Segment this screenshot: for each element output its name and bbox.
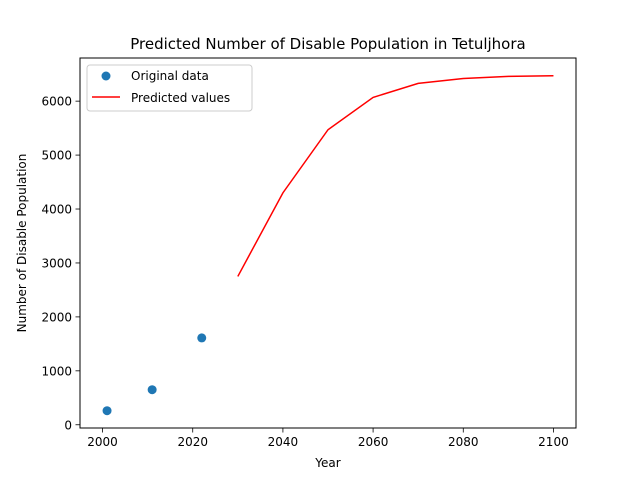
y-tick-label: 3000 bbox=[41, 256, 72, 270]
x-tick-label: 2100 bbox=[538, 435, 569, 449]
plot-area bbox=[79, 57, 577, 429]
x-tick-label: 2000 bbox=[87, 435, 118, 449]
x-tick-label: 2060 bbox=[358, 435, 389, 449]
data-point-original-data bbox=[147, 385, 157, 395]
x-axis-label: Year bbox=[314, 456, 340, 470]
y-tick-label: 4000 bbox=[41, 203, 72, 217]
y-axis-label: Number of Disable Population bbox=[15, 154, 29, 333]
x-axis: 2000 2020 2040 2060 2080 2100 bbox=[87, 428, 569, 449]
chart-title: Predicted Number of Disable Population i… bbox=[130, 35, 525, 53]
series-line-predicted-values bbox=[237, 75, 554, 277]
y-tick-label: 0 bbox=[64, 418, 72, 432]
x-tick-label: 2040 bbox=[268, 435, 299, 449]
legend: Original data Predicted values bbox=[86, 64, 253, 112]
plot-frame bbox=[79, 57, 577, 429]
x-tick-label: 2020 bbox=[177, 435, 208, 449]
y-tick-label: 1000 bbox=[41, 364, 72, 378]
series-layer bbox=[102, 75, 554, 416]
data-point-original-data bbox=[197, 333, 207, 343]
legend-label-original-data: Original data bbox=[131, 69, 209, 83]
x-tick-label: 2080 bbox=[448, 435, 479, 449]
legend-box bbox=[86, 64, 253, 112]
y-axis: 0 1000 2000 3000 4000 5000 6000 bbox=[41, 95, 80, 432]
legend-marker-original-data bbox=[101, 71, 111, 81]
y-tick-label: 6000 bbox=[41, 95, 72, 109]
data-point-original-data bbox=[102, 406, 112, 416]
y-tick-label: 5000 bbox=[41, 149, 72, 163]
y-tick-label: 2000 bbox=[41, 310, 72, 324]
legend-label-predicted-values: Predicted values bbox=[131, 91, 230, 105]
